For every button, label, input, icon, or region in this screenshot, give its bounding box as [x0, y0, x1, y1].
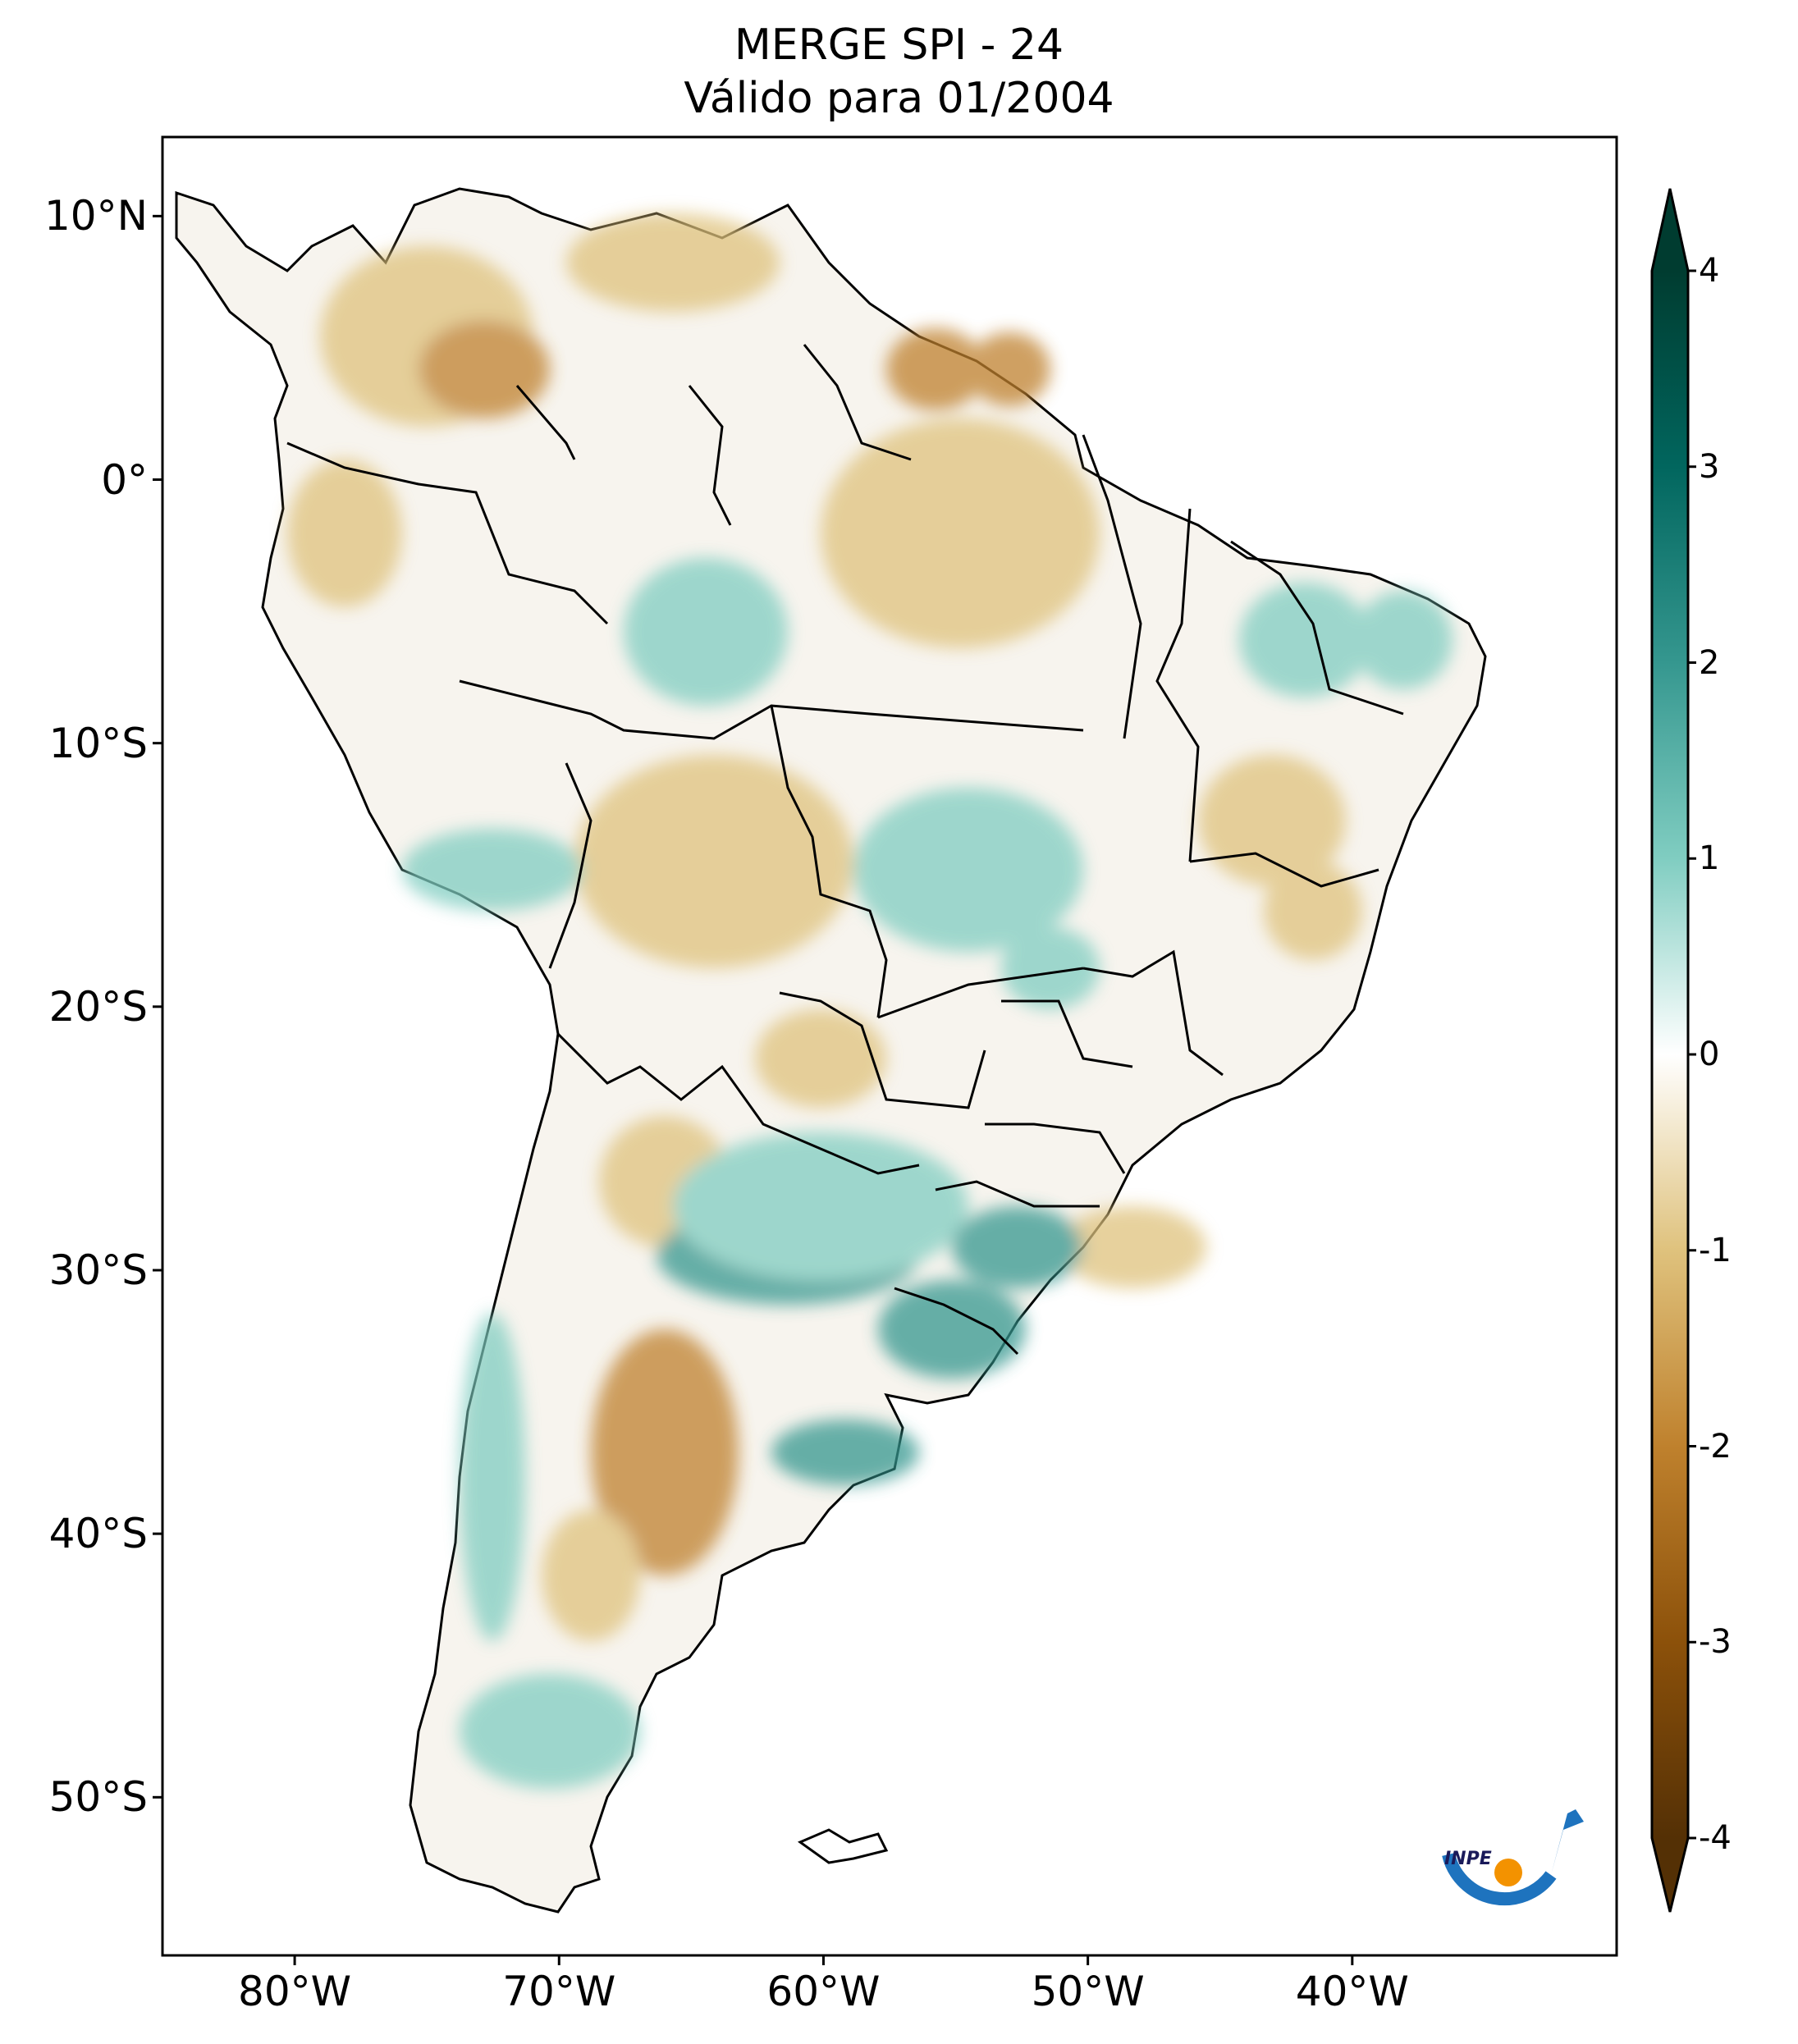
colorbar-tick-label: 1 — [1699, 839, 1720, 878]
inpe-logo-sun-icon — [1494, 1859, 1522, 1886]
lat-tick-label: 0° — [101, 455, 148, 504]
lat-tick-label: 50°S — [48, 1773, 148, 1822]
colorbar-tick-label: 3 — [1699, 447, 1720, 486]
map-frame — [161, 135, 1618, 1957]
lat-tick-label: 20°S — [48, 982, 148, 1031]
inpe-logo: INPE — [1442, 1809, 1584, 1906]
colorbar-max-extension — [1652, 189, 1688, 271]
inpe-logo-text: INPE — [1444, 1849, 1492, 1869]
colorbar-tick-label: -3 — [1699, 1623, 1732, 1662]
lon-tick-label: 40°W — [1295, 1968, 1409, 2015]
lon-tick-label: 50°W — [1031, 1968, 1145, 2015]
falkland-islands — [797, 1828, 889, 1864]
lon-tick-label: 70°W — [502, 1968, 616, 2015]
lat-tick-label: 10°N — [43, 192, 148, 240]
map-subtitle: Válido para 01/2004 — [684, 74, 1114, 123]
inpe-logo-arc-icon — [1442, 1852, 1557, 1906]
colorbar-tick-label: 0 — [1699, 1036, 1720, 1073]
colorbar-min-extension — [1652, 1838, 1688, 1912]
colorbar-tick-label: -2 — [1699, 1427, 1732, 1466]
lon-tick-label: 80°W — [238, 1968, 352, 2015]
political-borders — [286, 344, 1404, 1356]
colorbar-tick-label: -1 — [1699, 1231, 1732, 1269]
colorbar-tick-label: -4 — [1699, 1819, 1732, 1857]
colorbar-tick-label: 4 — [1699, 252, 1720, 290]
lat-tick-label: 10°S — [48, 719, 148, 767]
colorbar-gradient — [1652, 271, 1688, 1838]
lat-tick-label: 30°S — [48, 1246, 148, 1294]
inpe-logo-arrow-icon — [1551, 1809, 1584, 1875]
lon-tick-label: 60°W — [766, 1968, 881, 2015]
colorbar-tick-label: 2 — [1699, 643, 1720, 682]
lat-tick-label: 40°S — [48, 1510, 148, 1558]
map-title: MERGE SPI - 24 — [734, 21, 1064, 70]
